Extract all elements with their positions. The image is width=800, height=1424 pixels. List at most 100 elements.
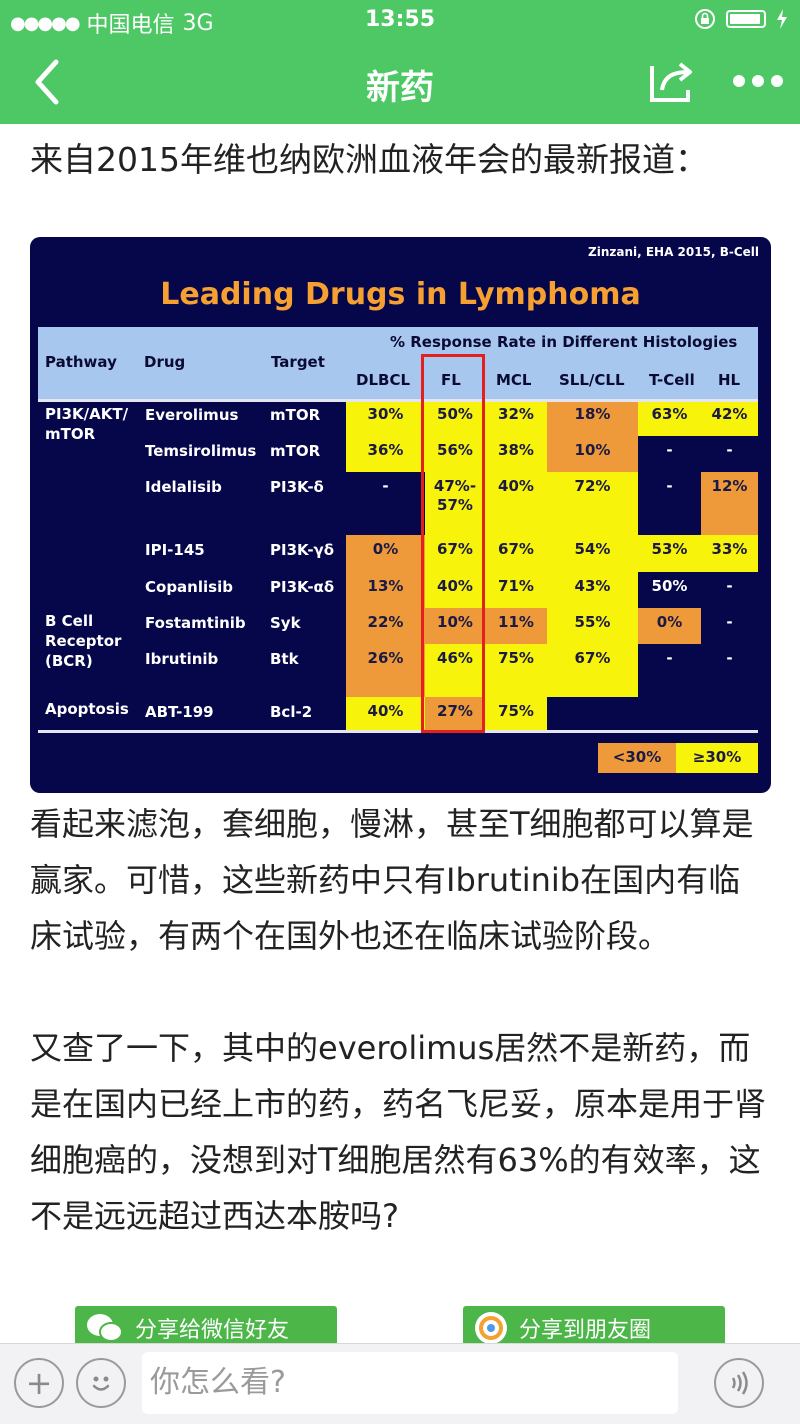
response-cell: 67% xyxy=(547,644,638,697)
response-cell: - xyxy=(382,477,389,495)
response-cell: 72% xyxy=(547,472,638,535)
response-cell: - xyxy=(726,613,733,631)
share-moments-button[interactable]: 分享到朋友圈 xyxy=(463,1306,725,1350)
drug-target: PI3K-αδ xyxy=(270,578,335,596)
status-bar: ●●●●● 中国电信 3G 13:55 xyxy=(0,0,800,40)
response-cell: 40% xyxy=(425,572,485,608)
response-cell: 67% xyxy=(485,535,547,572)
plus-icon[interactable]: + xyxy=(14,1358,64,1408)
response-cell: 75% xyxy=(485,697,547,732)
emoji-icon[interactable] xyxy=(76,1358,126,1408)
col-drug: Drug xyxy=(144,353,186,371)
legend-high: ≥30% xyxy=(676,743,758,773)
response-cell: 53% xyxy=(638,535,701,572)
response-cell: 42% xyxy=(701,400,758,436)
signal-icon: ●●●●● xyxy=(10,12,81,34)
col-sll-cll: SLL/CLL xyxy=(559,371,625,389)
drug-target: Bcl-2 xyxy=(270,703,313,721)
response-cell: - xyxy=(666,477,673,495)
drug-name: Fostamtinib xyxy=(145,614,246,632)
header-divider xyxy=(38,399,758,402)
col-pathway: Pathway xyxy=(45,353,117,371)
charging-icon xyxy=(777,9,787,29)
response-cell: 11% xyxy=(485,608,547,644)
share-icon[interactable] xyxy=(648,58,698,104)
share-wechat-label: 分享给微信好友 xyxy=(135,1318,290,1343)
response-cell: 10% xyxy=(547,436,638,472)
orientation-lock-icon xyxy=(695,9,715,29)
response-cell: 30% xyxy=(346,400,425,436)
pathway-pi3k: PI3K/AKT/ mTOR xyxy=(45,405,129,443)
voice-icon[interactable] xyxy=(714,1358,764,1408)
col-fl: FL xyxy=(441,371,461,389)
comment-bar: + 你怎么看? xyxy=(0,1343,800,1424)
nav-bar: 新药 xyxy=(0,40,800,124)
response-cell: - xyxy=(726,577,733,595)
comment-input[interactable]: 你怎么看? xyxy=(142,1352,678,1414)
col-dlbcl: DLBCL xyxy=(356,371,411,389)
pathway-bcr: B Cell Receptor (BCR) xyxy=(45,612,122,670)
slide-citation: Zinzani, EHA 2015, B-Cell xyxy=(588,245,759,259)
response-cell: 33% xyxy=(701,535,758,572)
article-paragraphs: 看起来滤泡，套细胞，慢淋，甚至T细胞都可以算是赢家。可惜，这些新药中只有Ibru… xyxy=(30,796,770,1244)
drug-target: mTOR xyxy=(270,442,321,460)
table-header: Pathway Drug Target % Response Rate in D… xyxy=(38,327,758,399)
legend-low: <30% xyxy=(598,743,676,773)
response-cell: 26% xyxy=(346,644,425,697)
drug-target: PI3K-δ xyxy=(270,478,324,496)
footer-divider xyxy=(38,730,758,733)
drug-name: Copanlisib xyxy=(145,578,233,596)
response-cell: - xyxy=(726,649,733,667)
article-intro: 来自2015年维也纳欧洲血液年会的最新报道： xyxy=(30,140,708,179)
carrier-label: 中国电信 xyxy=(86,13,175,38)
paragraph-2: 又查了一下，其中的everolimus居然不是新药，而是在国内已经上市的药，药名… xyxy=(30,1029,767,1235)
response-cell: 71% xyxy=(485,572,547,608)
response-cell: 40% xyxy=(485,472,547,535)
back-icon[interactable] xyxy=(30,58,74,106)
response-cell: 75% xyxy=(485,644,547,697)
response-cell xyxy=(547,697,638,732)
response-cell: 46% xyxy=(425,644,485,697)
response-cell: 0% xyxy=(638,608,701,644)
drug-target: PI3K-γδ xyxy=(270,541,335,559)
drug-target: mTOR xyxy=(270,406,321,424)
slide-title: Leading Drugs in Lymphoma xyxy=(160,277,641,312)
response-cell xyxy=(701,697,758,732)
response-cell: 40% xyxy=(346,697,425,732)
lymphoma-slide-image: Zinzani, EHA 2015, B-Cell Leading Drugs … xyxy=(30,237,771,793)
page-title: 新药 xyxy=(366,68,434,108)
response-cell: 50% xyxy=(651,577,688,595)
drug-name: IPI-145 xyxy=(145,541,205,559)
col-t-cell: T-Cell xyxy=(649,371,695,389)
share-moments-label: 分享到朋友圈 xyxy=(519,1318,652,1343)
col-mcl: MCL xyxy=(496,371,532,389)
drug-target: Syk xyxy=(270,614,301,632)
response-cell: 67% xyxy=(425,535,485,572)
response-cell: 54% xyxy=(547,535,638,572)
drug-name: Everolimus xyxy=(145,406,239,424)
more-icon[interactable] xyxy=(732,72,784,90)
response-cell: - xyxy=(726,441,733,459)
fl-highlight-box xyxy=(421,354,485,733)
drug-name: Idelalisib xyxy=(145,478,222,496)
response-cell: 55% xyxy=(547,608,638,644)
network-label: 3G xyxy=(182,10,214,36)
drug-name: Ibrutinib xyxy=(145,650,219,668)
response-cell: 22% xyxy=(346,608,425,644)
response-cell: 0% xyxy=(346,535,425,572)
response-cell: 63% xyxy=(638,400,701,436)
clock: 13:55 xyxy=(364,7,436,32)
article-body: 来自2015年维也纳欧洲血液年会的最新报道： xyxy=(30,124,770,186)
share-wechat-button[interactable]: 分享给微信好友 xyxy=(75,1306,337,1350)
response-cell: 32% xyxy=(485,400,547,436)
response-cell: 47%- 57% xyxy=(425,472,485,535)
moments-icon xyxy=(475,1312,507,1344)
response-cell: 50% xyxy=(425,400,485,436)
paragraph-1: 看起来滤泡，套细胞，慢淋，甚至T细胞都可以算是赢家。可惜，这些新药中只有Ibru… xyxy=(30,805,754,955)
response-cell: 18% xyxy=(547,400,638,436)
battery-icon xyxy=(726,10,766,28)
col-target: Target xyxy=(271,353,325,371)
response-cell: 38% xyxy=(485,436,547,472)
response-cell: 56% xyxy=(425,436,485,472)
response-cell: 10% xyxy=(425,608,485,644)
